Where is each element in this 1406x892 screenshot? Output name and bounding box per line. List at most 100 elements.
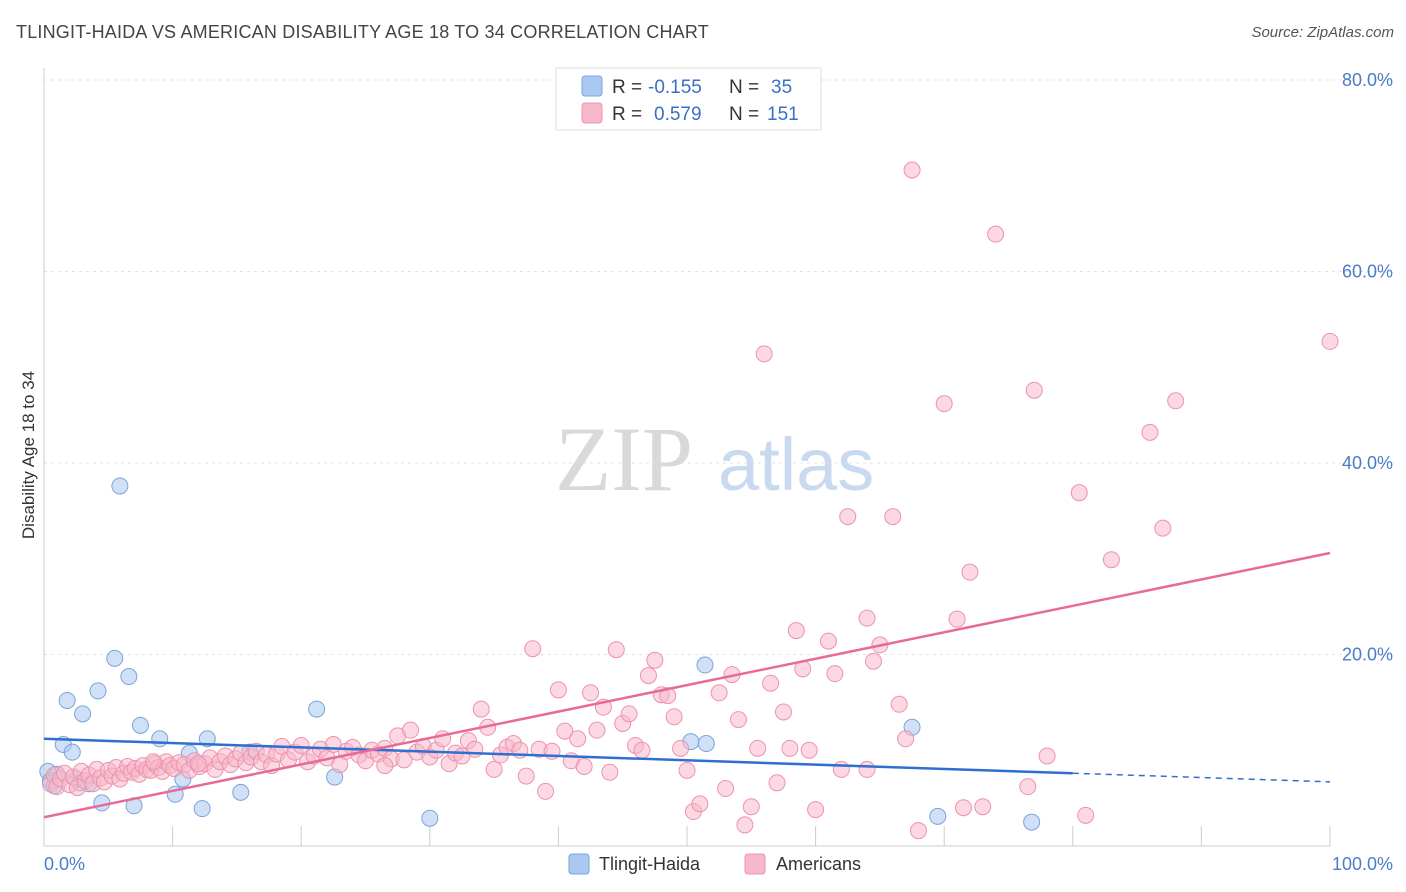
bottom-legend-swatch-tlingit xyxy=(568,853,590,875)
americans-point xyxy=(839,508,857,526)
tlingit-point xyxy=(111,477,129,495)
legend-swatch-tlingit xyxy=(581,75,603,97)
americans-point xyxy=(864,652,882,670)
chart-title: TLINGIT-HAIDA VS AMERICAN DISABILITY AGE… xyxy=(16,22,709,42)
americans-point xyxy=(376,757,394,775)
americans-point xyxy=(582,684,600,702)
americans-point xyxy=(1025,381,1043,399)
americans-point xyxy=(736,816,754,834)
tlingit-point xyxy=(308,700,326,718)
tlingit-point xyxy=(1023,813,1041,831)
trend-lines xyxy=(43,551,1331,819)
tlingit-point xyxy=(58,691,76,709)
americans-point xyxy=(807,801,825,819)
americans-point xyxy=(691,795,709,813)
legend-r-label-1: R = xyxy=(612,104,642,125)
tlingit-point xyxy=(120,668,138,686)
americans-point xyxy=(717,780,735,798)
tick-labels: 20.0% 40.0% 60.0% 80.0% 0.0% 100.0% xyxy=(44,70,1393,874)
americans-trend-line xyxy=(43,551,1331,819)
americans-point xyxy=(729,711,747,729)
tlingit-point xyxy=(89,682,107,700)
y-tick-label: 60.0% xyxy=(1342,262,1393,282)
tlingit-point xyxy=(232,783,250,801)
americans-point xyxy=(987,225,1005,243)
tlingit-point xyxy=(198,730,216,748)
y-tick-label: 40.0% xyxy=(1342,453,1393,473)
y-tick-label: 20.0% xyxy=(1342,645,1393,665)
americans-point xyxy=(1167,392,1185,410)
americans-point xyxy=(556,722,574,740)
americans-point xyxy=(974,798,992,816)
americans-point xyxy=(292,736,310,754)
tlingit-point xyxy=(131,716,149,734)
americans-point xyxy=(1102,551,1120,569)
americans-point xyxy=(524,640,542,658)
americans-point xyxy=(890,695,908,713)
americans-point xyxy=(549,681,567,699)
americans-point xyxy=(710,684,728,702)
americans-point xyxy=(575,758,593,776)
tlingit-point xyxy=(93,794,111,812)
watermark-zip: ZIP xyxy=(555,408,693,510)
americans-point xyxy=(639,667,657,685)
tlingit-point xyxy=(63,743,81,761)
legend-n-label-0: N = xyxy=(729,77,759,98)
americans-point xyxy=(858,609,876,627)
correlation-legend: R = -0.155 N = 35 R = 0.579 N = 151 xyxy=(555,67,822,131)
tlingit-point xyxy=(421,809,439,827)
americans-point xyxy=(517,767,535,785)
americans-point xyxy=(633,741,651,759)
americans-point xyxy=(569,730,587,748)
americans-point xyxy=(402,721,420,739)
watermark-atlas: atlas xyxy=(718,423,874,506)
y-tick-label: 80.0% xyxy=(1342,70,1393,90)
americans-point xyxy=(897,730,915,748)
americans-point xyxy=(749,739,767,757)
americans-point xyxy=(1154,519,1172,537)
tlingit-point xyxy=(106,649,124,667)
americans-point xyxy=(466,740,484,758)
americans-point xyxy=(768,774,786,792)
legend-r-value-1: 0.579 xyxy=(654,104,702,125)
americans-point xyxy=(787,622,805,640)
bottom-legend-label-americans: Americans xyxy=(776,854,861,874)
tlingit-point xyxy=(697,735,715,753)
bottom-legend-swatch-americans xyxy=(744,853,766,875)
americans-point xyxy=(826,665,844,683)
series-legend: Tlingit-Haida Americans xyxy=(568,853,861,875)
americans-point xyxy=(601,763,619,781)
americans-point xyxy=(1077,806,1095,824)
tlingit-trend-extension xyxy=(1072,772,1331,783)
americans-point xyxy=(884,508,902,526)
axes xyxy=(43,68,1331,847)
x-tick-label: 100.0% xyxy=(1332,854,1393,874)
tlingit-point xyxy=(151,730,169,748)
americans-point xyxy=(620,705,638,723)
americans-point xyxy=(781,739,799,757)
tlingit-point xyxy=(193,800,211,818)
bottom-legend-label-tlingit: Tlingit-Haida xyxy=(599,854,701,874)
americans-point xyxy=(665,708,683,726)
americans-point xyxy=(678,761,696,779)
americans-point xyxy=(607,641,625,659)
americans-point xyxy=(858,760,876,778)
americans-point xyxy=(485,760,503,778)
gridlines xyxy=(44,79,1395,655)
americans-point xyxy=(537,782,555,800)
americans-point xyxy=(646,651,664,669)
tlingit-point xyxy=(696,656,714,674)
americans-point xyxy=(961,563,979,581)
americans-point xyxy=(935,395,953,413)
americans-point xyxy=(189,755,207,773)
americans-point xyxy=(1038,747,1056,765)
americans-point xyxy=(819,632,837,650)
americans-point xyxy=(762,674,780,692)
tlingit-point xyxy=(74,705,92,723)
data-points xyxy=(39,161,1339,840)
americans-point xyxy=(659,687,677,705)
americans-point xyxy=(755,345,773,363)
legend-n-value-1: 151 xyxy=(767,104,799,125)
americans-point xyxy=(1321,332,1339,350)
